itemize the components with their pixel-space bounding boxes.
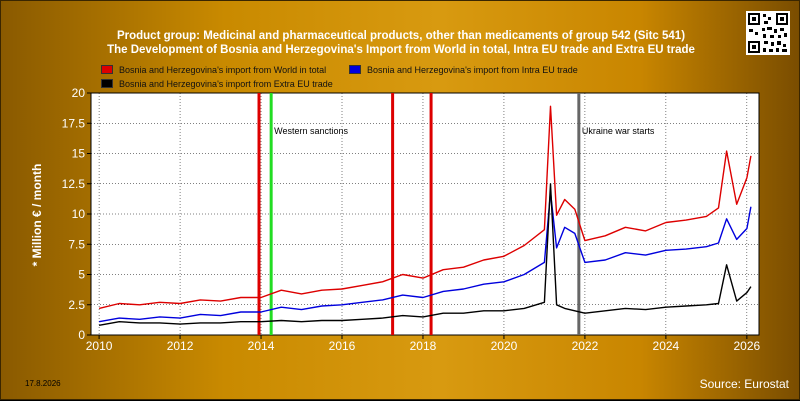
y-tick-label: 2.5 [68,298,85,312]
series-line-intra [98,191,752,323]
legend-label-extra: Bosnia and Herzegovina's import from Ext… [119,79,333,89]
series-line-extra [98,183,752,326]
chart-title: Product group: Medicinal and pharmaceuti… [116,30,686,42]
y-tick-label: 15 [72,147,86,161]
y-tick-label: 10 [72,207,86,221]
x-tick-label: 2024 [653,339,680,353]
x-tick-label: 2014 [248,339,275,353]
y-tick-label: 17.5 [62,116,86,130]
x-tick-label: 2020 [491,339,518,353]
legend-label-intra: Bosnia and Herzegovina's import from Int… [367,65,578,75]
y-tick-label: 12.5 [62,177,86,191]
x-tick-label: 2026 [734,339,761,353]
x-tick-label: 2022 [572,339,599,353]
x-tick-label: 2010 [86,339,113,353]
x-tick-label: 2018 [410,339,437,353]
legend-item-world: Bosnia and Herzegovina's import from Wor… [101,65,326,76]
legend-swatch-intra [349,65,361,74]
qr-code-icon [746,11,790,55]
series-line-world [98,105,752,310]
x-tick-label: 2016 [329,339,356,353]
source-label: Source: Eurostat [699,377,789,391]
legend-swatch-world [101,65,113,74]
y-tick-label: 7.5 [68,237,85,251]
y-tick-label: 0 [78,328,85,342]
event-label: Ukraine war starts [582,126,655,136]
y-tick-label: 5 [78,268,85,282]
x-tick-label: 2012 [167,339,194,353]
legend-item-intra: Bosnia and Herzegovina's import from Int… [349,65,578,76]
event-label: Western sanctions [274,126,348,136]
date-stamp: 17.8.2026 [25,379,61,388]
legend-item-extra: Bosnia and Herzegovina's import from Ext… [101,79,333,90]
y-tick-label: 20 [72,86,86,100]
legend-swatch-extra [101,79,113,88]
legend-label-world: Bosnia and Herzegovina's import from Wor… [119,65,327,75]
chart-subtitle: The Development of Bosnia and Herzegovin… [107,44,695,56]
